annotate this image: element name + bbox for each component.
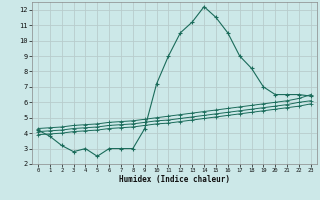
X-axis label: Humidex (Indice chaleur): Humidex (Indice chaleur) <box>119 175 230 184</box>
